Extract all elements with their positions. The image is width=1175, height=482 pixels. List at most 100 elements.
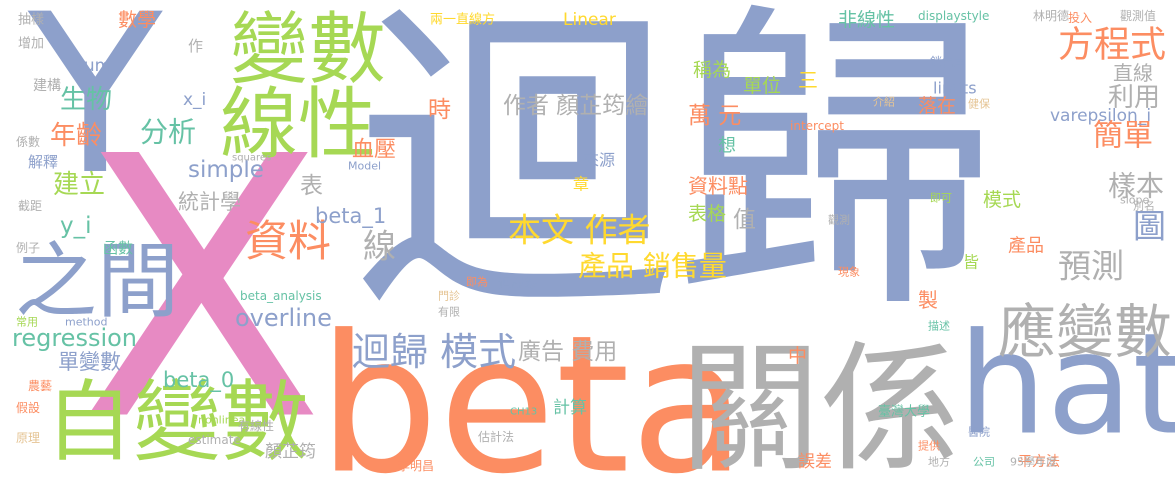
word: 95學年度 bbox=[1010, 455, 1057, 469]
word: 製 bbox=[918, 288, 938, 312]
word: 分析 bbox=[140, 116, 196, 149]
word: 值 bbox=[733, 207, 756, 233]
word: 線性 bbox=[220, 80, 376, 170]
word: 計算 bbox=[553, 398, 587, 418]
word: 誤差 bbox=[798, 452, 832, 472]
word: 兩一直線方 bbox=[430, 12, 495, 28]
word: Linear bbox=[563, 10, 616, 30]
word: 關係 bbox=[680, 329, 960, 482]
word: 數學 bbox=[118, 9, 156, 31]
word: 即為 bbox=[466, 275, 488, 289]
word: 臺灣大學 bbox=[878, 405, 930, 420]
word: 平方法 bbox=[1018, 454, 1060, 470]
word: 皆 bbox=[963, 253, 979, 272]
word: 三 bbox=[798, 68, 818, 92]
word: 之間 bbox=[15, 235, 179, 330]
word: 迴歸線 bbox=[498, 276, 537, 292]
word: overline bbox=[235, 304, 332, 332]
word: simple bbox=[188, 157, 264, 183]
word: 地方 bbox=[928, 455, 950, 469]
word: 迴歸 模式 bbox=[352, 330, 516, 374]
word: 提供 bbox=[918, 439, 940, 453]
word: 簡單 bbox=[1093, 119, 1153, 154]
word: 章 bbox=[573, 175, 589, 194]
word: intercept bbox=[790, 119, 844, 133]
word: 非線性 bbox=[838, 9, 895, 31]
word: 觀測 bbox=[828, 213, 850, 227]
word: 農藝 bbox=[28, 379, 52, 393]
word: limits bbox=[933, 79, 977, 98]
word: 銷售量 bbox=[930, 54, 966, 69]
word: beta bbox=[318, 295, 746, 482]
word: 變數 bbox=[230, 5, 386, 95]
word: 估計法 bbox=[478, 429, 514, 444]
word: 圖 bbox=[1133, 207, 1166, 246]
word: 例子 bbox=[16, 241, 40, 255]
word: 李明昌 bbox=[398, 458, 434, 473]
word: 應變數 bbox=[998, 298, 1172, 366]
word: X bbox=[78, 81, 325, 482]
word: 血壓 bbox=[352, 138, 396, 163]
word: 年齡 bbox=[50, 121, 102, 151]
word: 資料點 bbox=[688, 174, 748, 198]
word: 林明德 bbox=[1033, 8, 1069, 23]
word: method bbox=[65, 316, 107, 329]
word: 函數 bbox=[103, 239, 133, 257]
word: 想 bbox=[718, 136, 736, 157]
word: 描述 bbox=[928, 319, 950, 333]
word: Model bbox=[348, 160, 381, 173]
word: 落在 bbox=[918, 95, 956, 117]
word: regression bbox=[12, 324, 137, 352]
word: beta_1 bbox=[315, 204, 386, 229]
word: hat bbox=[958, 304, 1175, 467]
word: 作 bbox=[188, 37, 203, 55]
word: 單位 bbox=[743, 75, 781, 97]
word: 有線性 bbox=[238, 418, 274, 433]
word: 產品 bbox=[1008, 236, 1044, 257]
word: 模式 bbox=[983, 189, 1021, 211]
word: 來源 bbox=[583, 151, 615, 170]
word: estimate bbox=[188, 433, 241, 447]
word: 表 bbox=[300, 173, 323, 199]
word: 醫院 bbox=[968, 425, 990, 439]
word: 投入 bbox=[1068, 10, 1092, 25]
word: 假設 bbox=[16, 400, 40, 415]
word: varepsilon_i bbox=[1050, 106, 1151, 126]
word: 常用 bbox=[16, 316, 38, 329]
word: 即可 bbox=[930, 192, 952, 205]
word: 樣本 bbox=[1108, 170, 1164, 203]
word: 觀測值 bbox=[1120, 8, 1156, 23]
word: 直線 bbox=[1113, 61, 1153, 85]
word: 資料 bbox=[245, 217, 331, 267]
word: 作者 顏芷筠繪 bbox=[503, 93, 648, 119]
word: 增加 bbox=[18, 37, 44, 52]
word: 係數 bbox=[16, 135, 40, 149]
word: 建立 bbox=[53, 170, 105, 200]
word: 抽樣 bbox=[18, 13, 44, 28]
word: 有限 bbox=[438, 305, 460, 319]
word: 迴歸 bbox=[355, 0, 995, 351]
word: 顏芷筠 bbox=[265, 442, 316, 462]
word: 生物 bbox=[60, 85, 112, 115]
word: 建構 bbox=[33, 78, 61, 94]
word: 本文 作者 bbox=[508, 211, 651, 250]
word: 線 bbox=[363, 227, 396, 266]
word: 預測 bbox=[1058, 247, 1124, 286]
word: nonlinear bbox=[198, 414, 250, 427]
word: 公司 bbox=[973, 456, 995, 469]
word: 解釋 bbox=[28, 153, 58, 171]
word: 自變數 bbox=[45, 371, 309, 474]
word: 表格 bbox=[688, 203, 726, 225]
word: beta_analysis bbox=[240, 289, 322, 303]
word: 健保 bbox=[968, 97, 990, 111]
word: CH13 bbox=[510, 407, 537, 418]
word: 利用 bbox=[1108, 83, 1160, 113]
word: 方程式 bbox=[1058, 25, 1166, 66]
word: slope bbox=[1120, 194, 1149, 207]
word: 萬 元 bbox=[688, 103, 741, 129]
word: x_i bbox=[183, 90, 206, 110]
